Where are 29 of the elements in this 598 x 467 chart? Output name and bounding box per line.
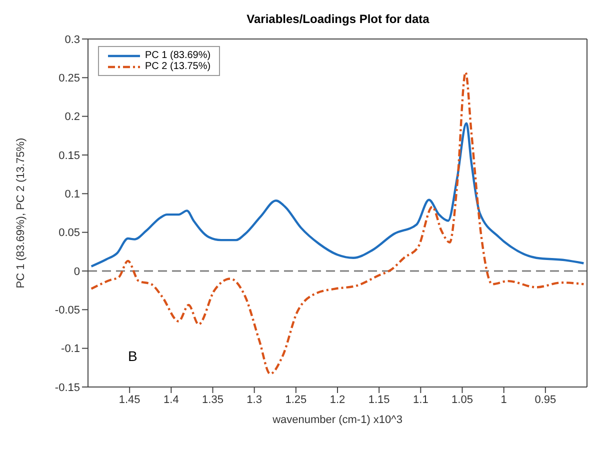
y-tick-label: 0.3 [64, 34, 80, 46]
x-tick-label: 1.25 [285, 394, 307, 406]
line-series [90, 71, 585, 375]
x-axis-title: wavenumber (cm-1) x10^3 [272, 414, 402, 426]
y-tick-label: -0.15 [54, 382, 80, 394]
annotation: B [128, 348, 138, 364]
y-tick-label: -0.1 [61, 343, 80, 356]
y-axis-title: PC 1 (83.69%), PC 2 (13.75%) [14, 138, 27, 288]
y-tick-label: 0.1 [64, 188, 80, 201]
legend-label: PC 2 (13.75%) [145, 61, 211, 72]
x-tick-label: 0.95 [534, 394, 556, 406]
y-tick-label: 0.05 [58, 227, 80, 240]
line-series [90, 122, 585, 268]
x-tick-label: 1.3 [246, 394, 262, 406]
x-tick-label: 1.45 [118, 394, 140, 406]
y-tick-label: -0.05 [54, 304, 80, 317]
x-tick-label: 1.35 [202, 394, 224, 406]
x-tick-label: 1.1 [413, 394, 428, 406]
y-tick-label: 0 [74, 266, 80, 278]
x-tick-label: 1.4 [164, 394, 179, 406]
legend-label: PC 1 (83.69%) [145, 50, 211, 61]
x-tick-label: 1 [500, 394, 507, 406]
y-tick-label: 0.15 [58, 150, 80, 162]
chart-title: Variables/Loadings Plot for data [246, 12, 430, 26]
y-tick-label: 0.25 [58, 72, 80, 85]
x-tick-label: 1.05 [452, 394, 473, 406]
y-tick-label: 0.2 [64, 111, 80, 124]
x-tick-label: 1.2 [330, 394, 346, 406]
x-tick-label: 1.15 [368, 394, 390, 406]
